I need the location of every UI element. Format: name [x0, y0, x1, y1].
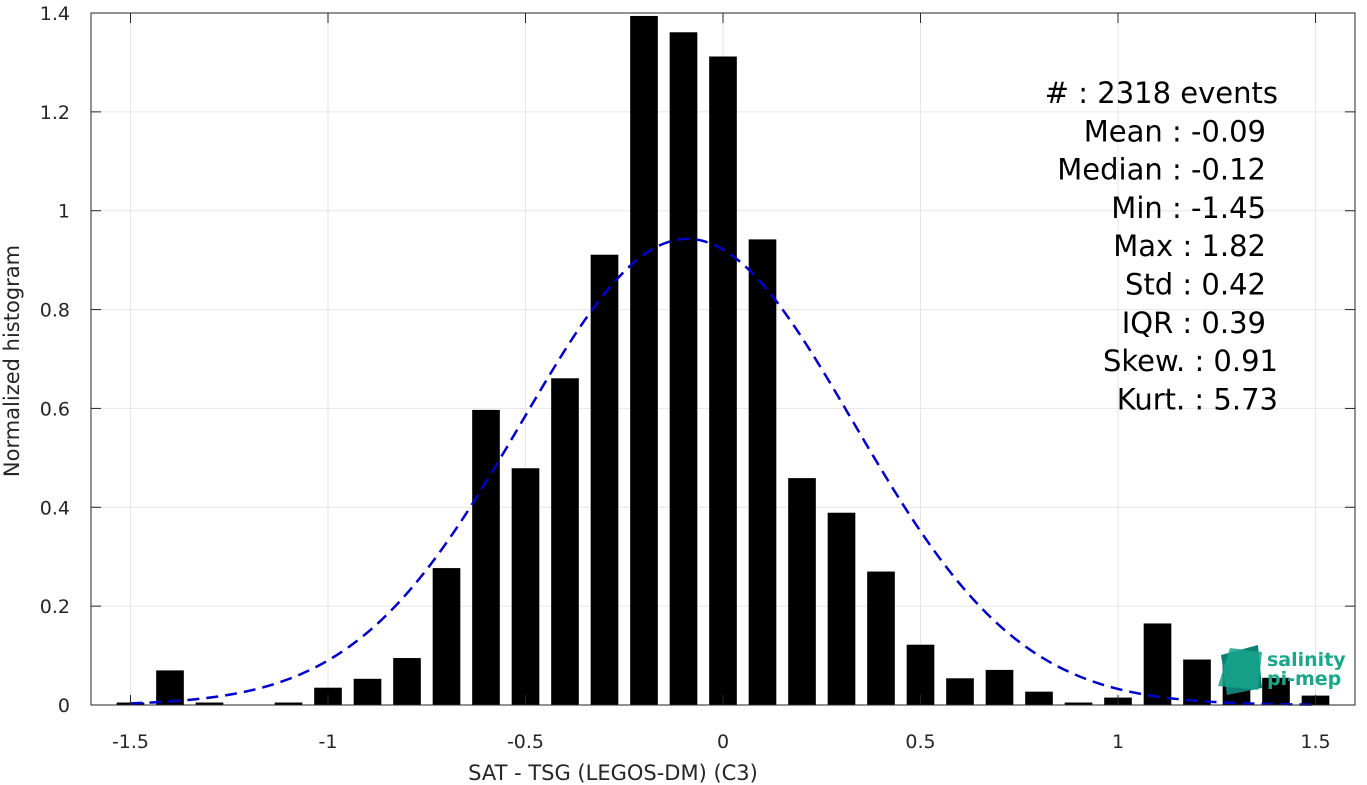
histogram-bar — [551, 378, 579, 705]
histogram-bar — [788, 478, 816, 705]
y-tick-label: 0.8 — [40, 300, 70, 322]
stat-line: Kurt. : 5.73 — [1117, 382, 1278, 416]
logo-text-pi-mep: pi-mep — [1267, 668, 1341, 690]
x-tick-label: 0 — [717, 731, 729, 753]
salinity-pi-mep-logo: salinity pi-mep — [1218, 645, 1346, 695]
y-axis-label: Normalized histogram — [0, 245, 24, 477]
stat-line: Min : -1.45 — [1111, 191, 1266, 225]
histogram-bar — [433, 568, 461, 705]
stat-line: Std : 0.42 — [1125, 268, 1266, 302]
x-tick-label: 1 — [1112, 731, 1124, 753]
histogram-bar — [630, 16, 658, 705]
histogram-bar — [1183, 660, 1211, 705]
histogram-bar — [709, 56, 737, 705]
x-tick-label: -0.5 — [507, 731, 544, 753]
y-tick-label: 1.2 — [40, 102, 70, 124]
histogram-bar — [393, 658, 421, 705]
x-axis-label: SAT - TSG (LEGOS-DM) (C3) — [468, 761, 758, 785]
histogram-bar — [354, 679, 382, 705]
x-tick-label: -1 — [319, 731, 338, 753]
stat-line: Mean : -0.09 — [1084, 114, 1266, 148]
histogram-bar — [670, 32, 698, 705]
histogram-bar — [946, 678, 974, 705]
x-tick-label: 0.5 — [905, 731, 935, 753]
histogram-bar — [472, 410, 500, 705]
stat-line: Skew. : 0.91 — [1103, 344, 1278, 378]
y-tick-label: 0.6 — [40, 398, 70, 420]
histogram-chart: -1.5 -1 -0.5 0 0.5 1 1.5 00.20.40.60.811.21.4 … — [0, 0, 1367, 785]
histogram-bar — [986, 670, 1014, 705]
x-tick-label: 1.5 — [1300, 731, 1330, 753]
stat-line: IQR : 0.39 — [1122, 306, 1266, 340]
histogram-bar — [591, 255, 619, 705]
x-tick-labels: -1.5 -1 -0.5 0 0.5 1 1.5 — [112, 731, 1331, 753]
histogram-bar — [512, 468, 540, 705]
y-tick-label: 0 — [58, 695, 70, 717]
y-tick-label: 0.4 — [40, 497, 70, 519]
x-tick-label: -1.5 — [112, 731, 149, 753]
histogram-bar — [828, 513, 856, 705]
histogram-bar — [749, 239, 777, 705]
stat-line: Median : -0.12 — [1057, 153, 1266, 187]
stat-line: # : 2318 events — [1045, 76, 1278, 110]
histogram-bar — [1025, 692, 1053, 705]
histogram-bar — [867, 572, 895, 705]
y-tick-labels: 0 0.2 0.4 0.6 0.8 1 1.2 1.4 — [40, 3, 70, 717]
histogram-bar — [1144, 623, 1172, 705]
y-tick-label: 1 — [58, 201, 70, 223]
stat-line: Max : 1.82 — [1113, 229, 1266, 263]
y-tick-label: 0.2 — [40, 596, 70, 618]
y-tick-label: 1.4 — [40, 3, 70, 25]
statistics-annotation: # : 2318 events Mean : -0.09 Median : -0.1… — [1045, 76, 1278, 416]
